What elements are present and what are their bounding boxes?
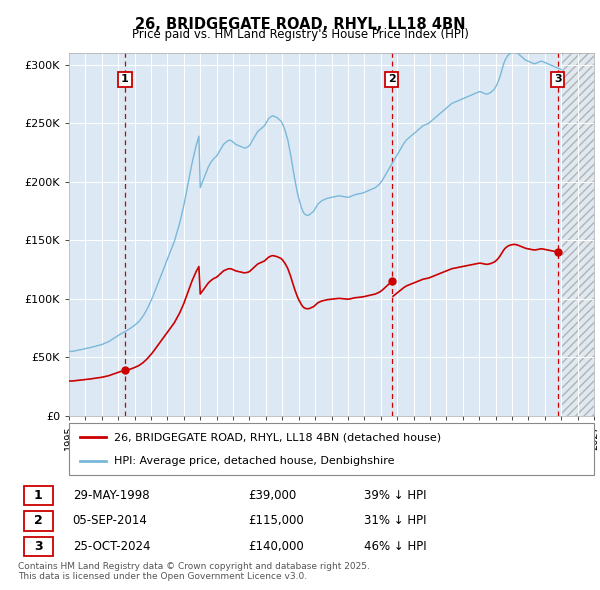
Bar xyxy=(24,486,53,505)
Text: £140,000: £140,000 xyxy=(248,540,304,553)
Text: 2: 2 xyxy=(34,514,43,527)
Text: 1: 1 xyxy=(121,74,129,84)
Text: 26, BRIDGEGATE ROAD, RHYL, LL18 4BN (detached house): 26, BRIDGEGATE ROAD, RHYL, LL18 4BN (det… xyxy=(113,432,441,442)
Text: Price paid vs. HM Land Registry's House Price Index (HPI): Price paid vs. HM Land Registry's House … xyxy=(131,28,469,41)
Bar xyxy=(561,53,600,416)
Bar xyxy=(24,511,53,530)
Bar xyxy=(561,53,600,416)
Bar xyxy=(24,537,53,556)
Text: 1: 1 xyxy=(34,489,43,502)
Text: 46% ↓ HPI: 46% ↓ HPI xyxy=(364,540,426,553)
Text: 2: 2 xyxy=(388,74,395,84)
Text: Contains HM Land Registry data © Crown copyright and database right 2025.
This d: Contains HM Land Registry data © Crown c… xyxy=(18,562,370,581)
Text: 3: 3 xyxy=(554,74,562,84)
Text: £39,000: £39,000 xyxy=(248,489,296,502)
Text: 26, BRIDGEGATE ROAD, RHYL, LL18 4BN: 26, BRIDGEGATE ROAD, RHYL, LL18 4BN xyxy=(135,17,465,31)
Text: 3: 3 xyxy=(34,540,43,553)
Text: £115,000: £115,000 xyxy=(248,514,304,527)
Text: 05-SEP-2014: 05-SEP-2014 xyxy=(73,514,148,527)
Text: 39% ↓ HPI: 39% ↓ HPI xyxy=(364,489,426,502)
Text: 25-OCT-2024: 25-OCT-2024 xyxy=(73,540,150,553)
Text: HPI: Average price, detached house, Denbighshire: HPI: Average price, detached house, Denb… xyxy=(113,456,394,466)
Text: 31% ↓ HPI: 31% ↓ HPI xyxy=(364,514,426,527)
Text: 29-MAY-1998: 29-MAY-1998 xyxy=(73,489,149,502)
